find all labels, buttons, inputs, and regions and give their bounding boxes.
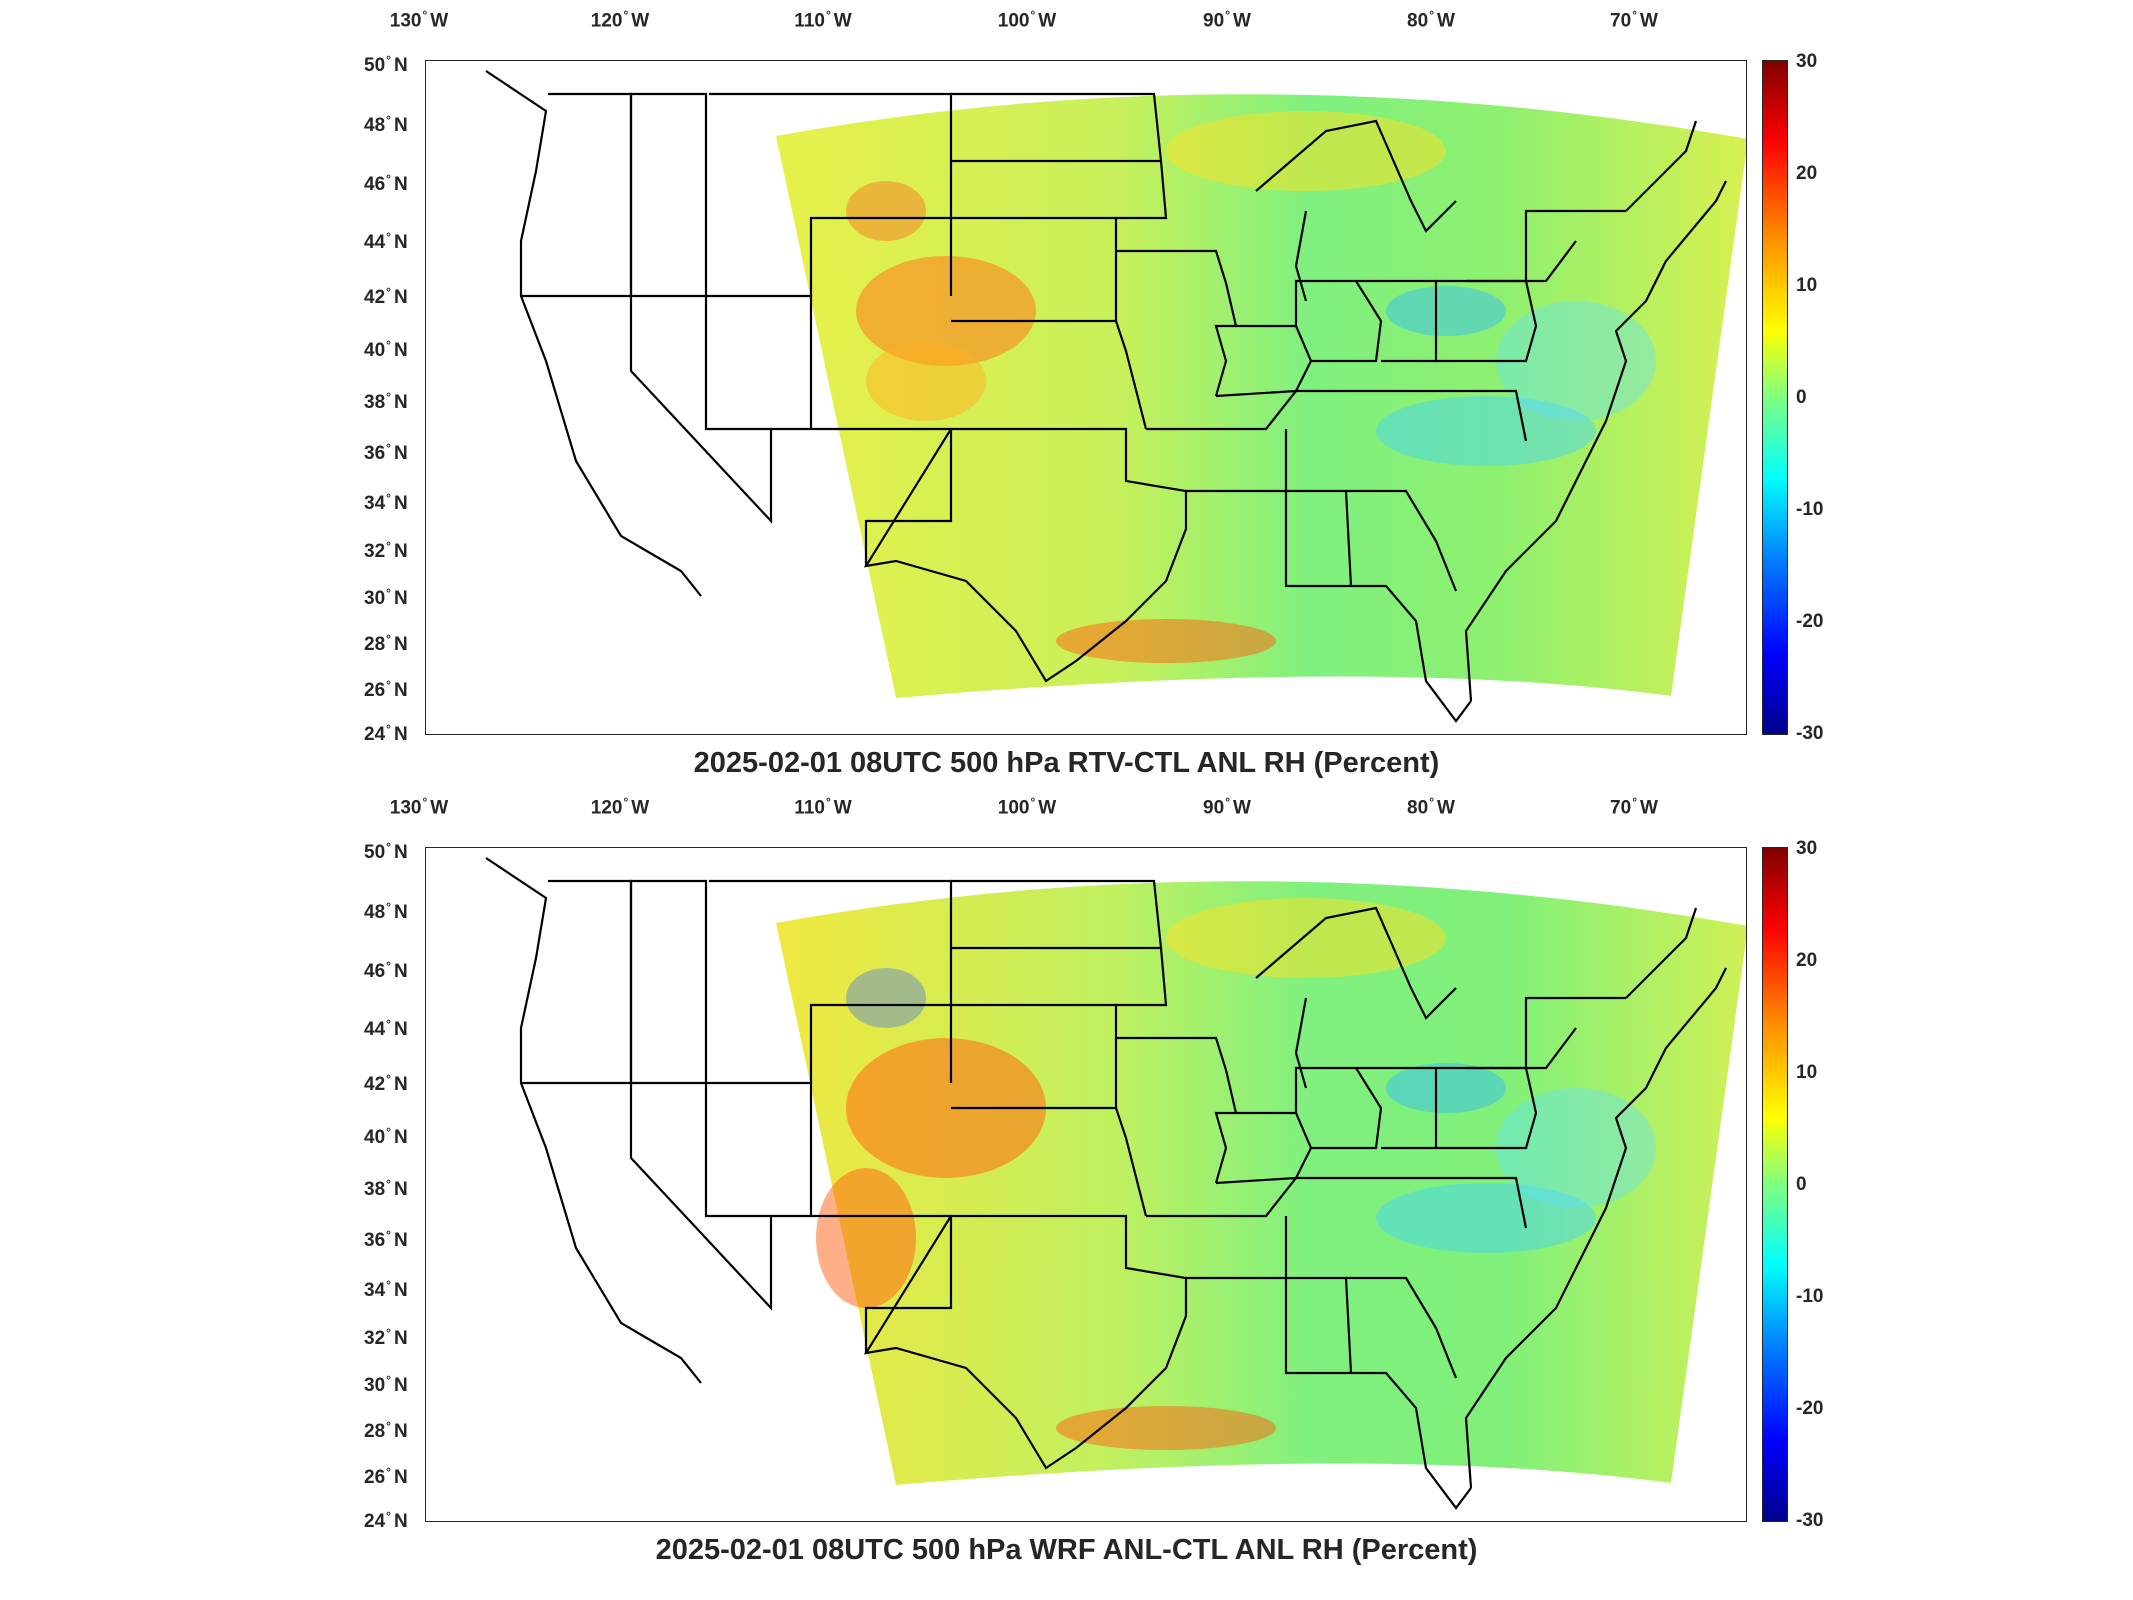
colorbar-tick-label: 30 — [1796, 838, 1818, 859]
lon-tick-label: 100° W — [997, 795, 1057, 819]
lat-tick-label: 28° N — [364, 1418, 408, 1443]
model-domain-field — [776, 881, 1746, 1485]
colorbar-tick-label: -10 — [1796, 499, 1824, 520]
colorbar-tick-label: 0 — [1796, 1174, 1807, 1195]
lat-tick-label: 26° N — [364, 1464, 408, 1489]
lat-tick-label: 42° N — [364, 1071, 408, 1096]
lat-tick-label: 42° N — [364, 284, 408, 309]
lon-tick-label: 110° W — [794, 795, 852, 819]
plot-title: 2025-02-01 08UTC 500 hPa WRF ANL-CTL ANL… — [655, 1534, 1478, 1566]
colorbar — [1762, 60, 1788, 735]
colorbar-tick-label: -20 — [1796, 611, 1824, 632]
rh-difference-map — [485, 857, 1746, 1510]
colorbar-tick-label: 10 — [1796, 1062, 1818, 1083]
model-domain-field — [776, 94, 1746, 698]
lat-tick-label: 48° N — [364, 112, 408, 137]
lat-tick-label: 36° N — [364, 440, 408, 465]
colorbar-tick-label: -30 — [1796, 723, 1824, 744]
lat-tick-label: 40° N — [364, 337, 408, 362]
lon-tick-label: 120° W — [590, 8, 650, 32]
state-boundaries — [485, 70, 1727, 723]
lon-tick-label: 130° W — [389, 8, 449, 32]
lat-tick-label: 46° N — [364, 958, 408, 983]
map-frame — [425, 847, 1747, 1522]
panel-wrf-ctl: 130° W 120° W 110° W 100° W 90° W 80° W 70° W 5… — [0, 787, 2133, 1587]
colorbar-tick-label: 10 — [1796, 275, 1818, 296]
lat-tick-label: 44° N — [364, 229, 408, 254]
lat-tick-label: 48° N — [364, 899, 408, 924]
lat-tick-label: 30° N — [364, 585, 408, 610]
plot-title: 2025-02-01 08UTC 500 hPa RTV-CTL ANL RH … — [693, 747, 1440, 779]
lat-tick-label: 32° N — [364, 1325, 408, 1350]
lon-tick-label: 90° W — [1203, 8, 1251, 32]
lat-tick-label: 34° N — [364, 1277, 408, 1302]
lat-tick-label: 30° N — [364, 1372, 408, 1397]
map-frame — [425, 60, 1747, 735]
colorbar-tick-label: 20 — [1796, 163, 1818, 184]
lat-tick-label: 44° N — [364, 1016, 408, 1041]
lat-tick-label: 50° N — [364, 52, 408, 77]
lon-tick-label: 70° W — [1610, 795, 1658, 819]
panel-rtv-ctl: 130° W 120° W 110° W 100° W 90° W 80° W 70° W 5… — [364, 8, 1824, 779]
lat-tick-label: 26° N — [364, 677, 408, 702]
colorbar-tick-label: -10 — [1796, 1286, 1824, 1307]
rh-difference-map — [485, 70, 1746, 723]
lat-tick-label: 24° N — [364, 721, 408, 746]
colorbar-tick-label: 0 — [1796, 387, 1807, 408]
colorbar-tick-label: -20 — [1796, 1398, 1824, 1419]
lon-tick-label: 130° W — [389, 795, 449, 819]
lat-tick-label: 32° N — [364, 538, 408, 563]
lon-tick-label: 120° W — [590, 795, 650, 819]
lat-tick-label: 46° N — [364, 171, 408, 196]
lat-tick-label: 38° N — [364, 389, 408, 414]
colorbar-tick-label: 30 — [1796, 51, 1818, 72]
lon-tick-label: 80° W — [1407, 8, 1455, 32]
lat-tick-label: 50° N — [364, 839, 408, 864]
lat-tick-label: 40° N — [364, 1124, 408, 1149]
lat-tick-label: 24° N — [364, 1508, 408, 1533]
colorbar-tick-label: 20 — [1796, 950, 1818, 971]
lon-tick-label: 110° W — [794, 8, 852, 32]
lon-tick-label: 90° W — [1203, 795, 1251, 819]
lat-tick-label: 28° N — [364, 631, 408, 656]
state-boundaries — [485, 857, 1727, 1510]
colorbar-tick-label: -30 — [1796, 1510, 1824, 1531]
colorbar — [1762, 847, 1788, 1522]
lon-tick-label: 70° W — [1610, 8, 1658, 32]
lon-tick-label: 100° W — [997, 8, 1057, 32]
lat-tick-label: 38° N — [364, 1176, 408, 1201]
lat-tick-label: 34° N — [364, 490, 408, 515]
lon-tick-label: 80° W — [1407, 795, 1455, 819]
lat-tick-label: 36° N — [364, 1227, 408, 1252]
